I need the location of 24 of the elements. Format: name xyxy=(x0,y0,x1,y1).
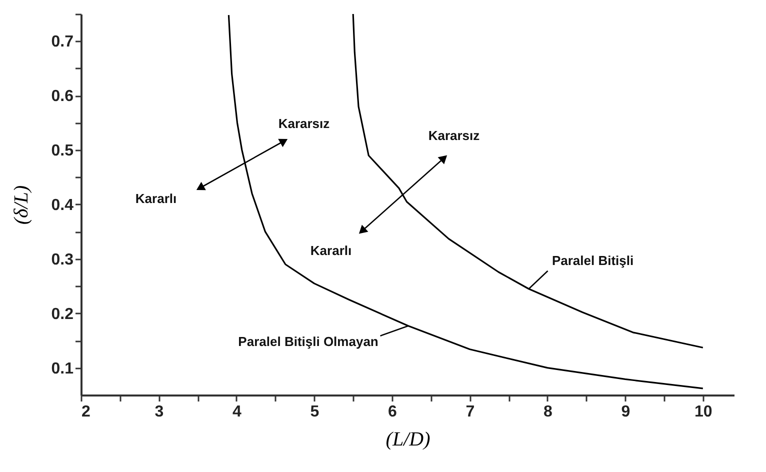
x-tick-label: 8 xyxy=(543,404,552,420)
x-tick-label: 10 xyxy=(694,404,712,420)
y-tick-label: 0.2 xyxy=(51,306,74,323)
annotation: Kararlı xyxy=(310,243,352,258)
annotation: Kararlı xyxy=(135,191,177,206)
x-tick-label: 4 xyxy=(232,404,242,420)
y-tick-label: 0.7 xyxy=(51,34,74,51)
x-tick-label: 2 xyxy=(82,404,90,420)
x-axis-title: (L/D) xyxy=(386,428,431,450)
y-tick-label: 0.6 xyxy=(51,88,74,106)
annotation: Kararsız xyxy=(278,116,330,131)
annotation: Kararsız xyxy=(428,128,480,143)
y-tick-label: 0.5 xyxy=(51,142,74,160)
x-tick-label: 5 xyxy=(310,404,320,420)
y-tick-label: 0.4 xyxy=(51,197,74,214)
y-tick-label: 0.1 xyxy=(51,360,74,378)
text: Paralel Bitişli xyxy=(552,252,634,268)
y-tick-label: 0.3 xyxy=(51,251,74,268)
series-label: Paralel Bitişli Olmayan xyxy=(238,334,378,349)
y-axis-title: (δ/L) xyxy=(10,185,32,225)
x-tick-label: 3 xyxy=(154,404,164,420)
x-tick-label: 7 xyxy=(466,404,475,420)
x-tick-label: 9 xyxy=(621,404,630,420)
x-tick-label: 6 xyxy=(388,404,397,420)
